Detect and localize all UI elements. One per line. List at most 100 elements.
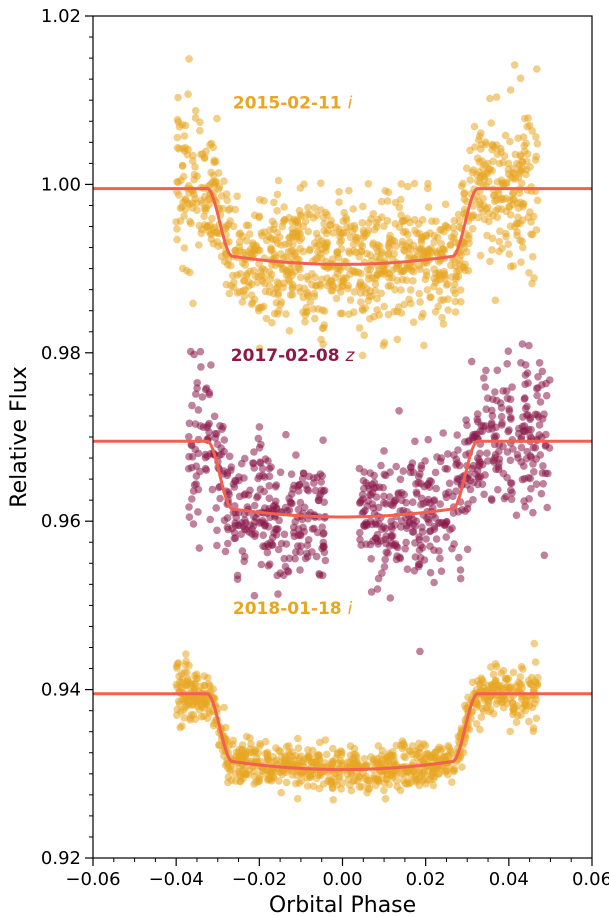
data-point: [319, 324, 328, 332]
data-point: [233, 192, 241, 201]
data-point: [326, 221, 334, 229]
data-point: [359, 306, 367, 315]
data-point: [473, 171, 481, 179]
data-point: [523, 402, 531, 411]
data-point: [406, 468, 415, 477]
data-point: [244, 221, 253, 230]
y-tick-label: 1.02: [41, 6, 81, 27]
data-point: [243, 503, 252, 511]
data-point: [214, 169, 223, 177]
data-point: [312, 752, 321, 761]
data-point: [468, 678, 477, 687]
data-point: [190, 350, 198, 359]
data-point: [273, 239, 282, 247]
data-point: [320, 543, 328, 551]
data-point: [435, 287, 444, 296]
data-point: [374, 503, 383, 512]
data-point: [180, 212, 188, 220]
data-point: [377, 461, 385, 470]
data-point: [525, 269, 533, 277]
data-point: [206, 515, 214, 524]
data-point: [280, 530, 289, 539]
data-point: [299, 293, 308, 302]
data-point: [250, 512, 258, 521]
data-point: [236, 270, 244, 278]
data-point: [359, 521, 368, 530]
series-label-2: 2017-02-08 z: [231, 346, 356, 366]
data-point: [259, 471, 267, 480]
data-point: [397, 180, 406, 188]
data-point: [538, 415, 547, 423]
data-point: [430, 578, 438, 587]
data-point: [250, 295, 259, 304]
data-point: [532, 133, 540, 141]
data-point: [250, 501, 259, 510]
data-point: [196, 422, 205, 430]
data-point: [311, 255, 320, 263]
data-point: [323, 281, 332, 290]
data-point: [309, 782, 318, 790]
data-point: [444, 306, 452, 314]
data-point: [537, 433, 546, 442]
data-point: [229, 222, 238, 231]
data-point: [444, 742, 453, 750]
data-point: [430, 231, 439, 240]
data-point: [493, 366, 502, 375]
data-point: [530, 639, 539, 648]
data-point: [529, 460, 537, 468]
data-point: [526, 163, 534, 171]
data-point: [180, 244, 189, 252]
data-point: [371, 280, 380, 288]
data-point: [358, 242, 367, 250]
data-point: [211, 430, 219, 438]
data-point: [487, 119, 496, 127]
data-point: [384, 251, 393, 259]
data-point: [531, 156, 540, 164]
data-point: [352, 751, 360, 759]
data-point: [274, 525, 282, 533]
data-point: [521, 371, 530, 379]
data-point: [518, 340, 527, 348]
data-point: [539, 480, 547, 488]
data-point: [389, 501, 397, 510]
data-point: [277, 250, 285, 258]
data-point: [294, 221, 302, 229]
data-point: [303, 210, 312, 218]
data-point: [188, 495, 196, 503]
data-point: [453, 431, 462, 439]
data-point: [411, 776, 420, 784]
data-point: [196, 118, 204, 127]
data-point: [285, 554, 294, 563]
data-point: [297, 212, 306, 221]
data-point: [426, 542, 434, 550]
data-point: [240, 474, 248, 482]
data-point: [483, 231, 491, 240]
data-point: [193, 379, 201, 387]
data-point: [451, 289, 460, 298]
data-point: [360, 484, 368, 493]
data-point: [510, 61, 519, 69]
data-point: [424, 203, 433, 211]
data-point: [417, 772, 426, 780]
data-point: [201, 385, 210, 394]
data-point: [505, 407, 514, 415]
data-point: [173, 235, 181, 244]
data-point: [381, 795, 390, 803]
data-point: [278, 265, 287, 274]
data-point: [413, 490, 421, 498]
data-point: [296, 548, 304, 556]
data-point: [265, 482, 274, 490]
data-point: [423, 498, 431, 507]
data-point: [473, 466, 482, 475]
data-point: [448, 778, 456, 786]
data-point: [398, 744, 407, 753]
data-point: [409, 498, 417, 507]
data-point: [397, 211, 405, 219]
data-point: [256, 739, 264, 748]
data-point: [181, 144, 190, 152]
data-point: [442, 519, 450, 528]
data-point: [264, 457, 272, 465]
data-point: [480, 696, 489, 704]
data-point: [401, 753, 410, 762]
data-point: [178, 162, 187, 170]
